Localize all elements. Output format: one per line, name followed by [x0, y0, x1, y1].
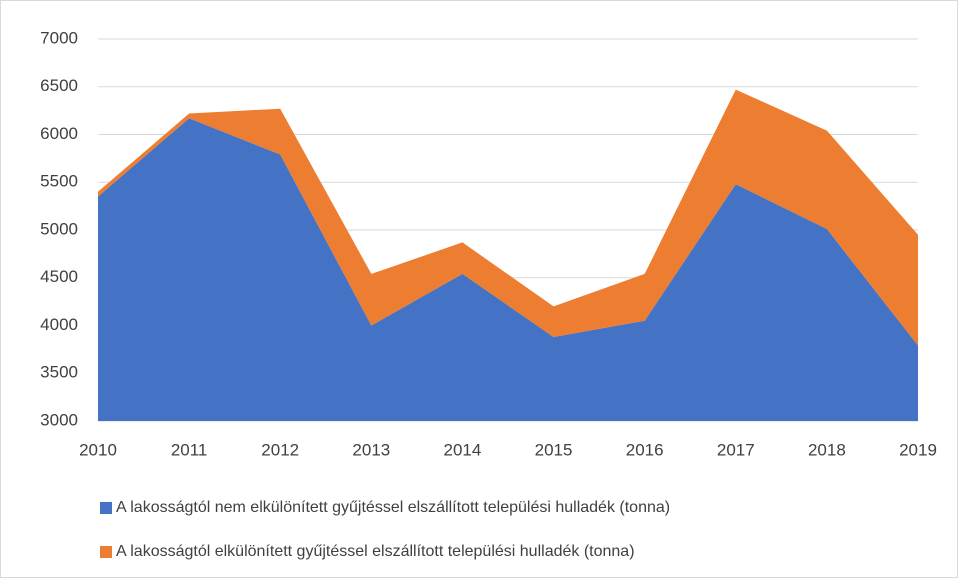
y-tick-label: 5000: [40, 219, 78, 238]
y-tick-label: 4000: [40, 315, 78, 334]
x-tick-label: 2014: [444, 440, 482, 459]
legend-label: A lakosságtól elkülönített gyűjtéssel el…: [116, 543, 635, 560]
y-tick-label: 6000: [40, 124, 78, 143]
x-tick-label: 2010: [79, 440, 117, 459]
y-tick-label: 6500: [40, 76, 78, 95]
x-tick-label: 2011: [171, 440, 208, 459]
legend-swatch: [100, 546, 112, 558]
area: [98, 118, 918, 421]
area: [98, 89, 918, 346]
x-tick-label: 2017: [717, 440, 755, 459]
x-tick-label: 2019: [899, 440, 937, 459]
y-tick-label: 5500: [40, 172, 78, 191]
x-tick-label: 2013: [352, 440, 390, 459]
legend-label: A lakosságtól nem elkülönített gyűjtésse…: [116, 499, 670, 516]
y-tick-label: 3500: [40, 363, 78, 382]
x-tick-label: 2016: [626, 440, 664, 459]
legend-swatch: [100, 502, 112, 514]
y-tick-label: 7000: [40, 28, 78, 47]
x-tick-label: 2015: [535, 440, 573, 459]
y-tick-label: 3000: [40, 410, 78, 429]
x-tick-label: 2018: [808, 440, 846, 459]
y-tick-label: 4500: [40, 267, 78, 286]
x-tick-label: 2012: [261, 440, 299, 459]
